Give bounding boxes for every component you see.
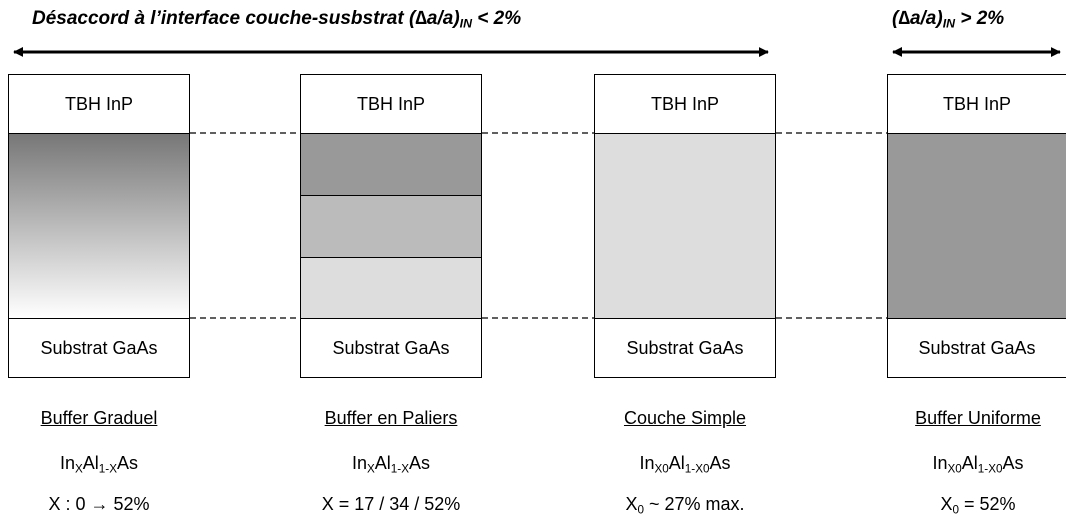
condition: X0 = 52% [858,494,1066,517]
subscript: IN [942,16,956,31]
text-run: = 52% [958,494,1016,514]
condition: X0 ~ 27% max. [565,494,805,517]
top-layer: TBH InP [594,74,776,134]
text-run: X = 17 / 34 / 52% [321,494,461,514]
subscript: X0 [654,462,669,476]
buffer-layer [887,133,1066,319]
text-run: In [932,453,948,473]
condition: X = 17 / 34 / 52% [271,494,511,515]
dashed-lines [190,132,887,319]
substrate: Substrat GaAs [8,318,190,378]
formula: InXAl1-XAs [0,453,219,476]
buffer-layer [300,257,482,319]
substrate: Substrat GaAs [887,318,1066,378]
text-run: In [351,453,367,473]
text-run: As [409,453,431,473]
condition: X : 0 → 52% [0,494,219,515]
text-run: Al [374,453,391,473]
subscript: X0 [947,462,962,476]
text-run: As [1002,453,1024,473]
buffer-layer [300,195,482,258]
subscript: 1-X [98,462,117,476]
text-run: Désaccord à l’interface couche-susbstrat… [32,8,460,29]
subscript: 0 [637,503,644,517]
formula: InX0Al1-X0As [565,453,805,476]
text-run: (∆a/a) [892,8,943,29]
formula: InX0Al1-X0As [858,453,1066,476]
substrate: Substrat GaAs [594,318,776,378]
text-run: X : 0 → 52% [48,494,150,514]
text-run: ~ 27% max. [643,494,745,514]
buffer-name: Buffer en Paliers [324,408,458,428]
text-run: Al [668,453,685,473]
subscript: 1-X0 [684,462,710,476]
buffer-layer [300,133,482,196]
buffer-name: Buffer Uniforme [915,408,1041,428]
subscript: X [366,462,375,476]
subscript: IN [459,16,473,31]
top-layer: TBH InP [887,74,1066,134]
text-run: As [709,453,731,473]
formula: InXAl1-XAs [271,453,511,476]
subscript: 0 [952,503,959,517]
subscript: X [74,462,83,476]
top-layer: TBH InP [8,74,190,134]
text-run: > 2% [955,8,1005,29]
substrate: Substrat GaAs [300,318,482,378]
top-layer: TBH InP [300,74,482,134]
text-run: X [625,494,638,514]
buffer-layer [8,133,190,319]
subscript: 1-X0 [977,462,1003,476]
text-run: X [940,494,953,514]
text-run: As [117,453,139,473]
text-run: Al [961,453,978,473]
subscript: 1-X [390,462,409,476]
buffer-name: Couche Simple [623,408,747,428]
text-run: Al [82,453,99,473]
text-run: In [59,453,75,473]
buffer-name: Buffer Graduel [40,408,158,428]
text-run: In [639,453,655,473]
buffer-layer [594,133,776,319]
title-left: Désaccord à l’interface couche-susbstrat… [32,8,521,31]
text-run: < 2% [472,8,522,29]
title-right: (∆a/a)IN > 2% [892,8,1004,31]
